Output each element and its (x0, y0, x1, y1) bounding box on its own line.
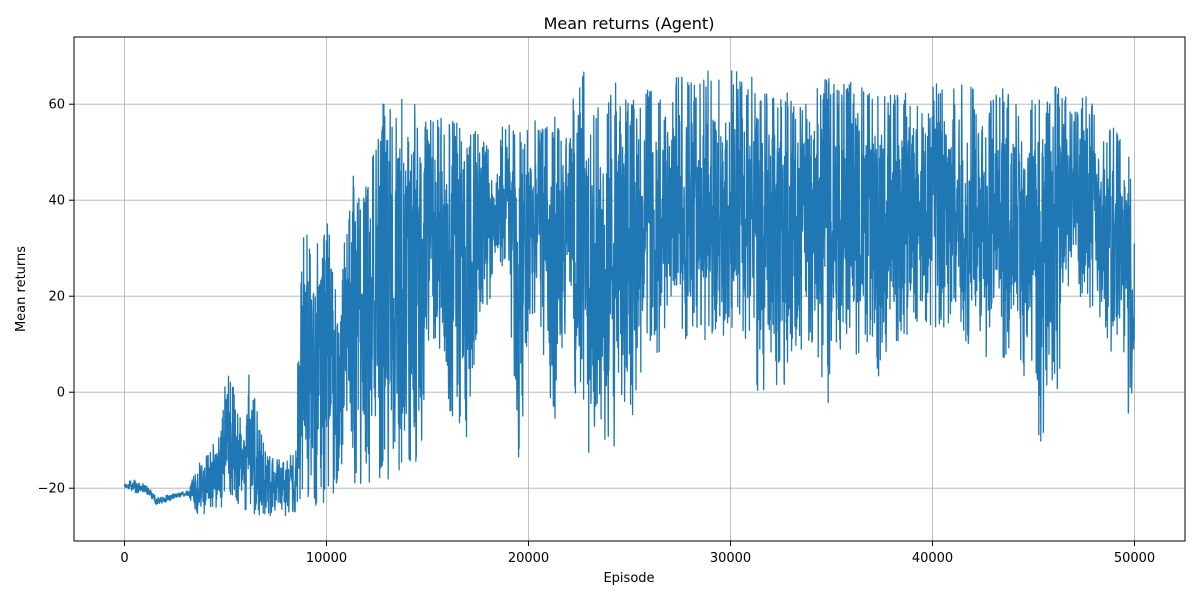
y-tick-label: 40 (48, 194, 65, 209)
y-tick-label: −20 (38, 482, 65, 497)
x-tick-label: 40000 (912, 551, 953, 566)
series-line (123, 70, 1135, 517)
y-axis-label: Mean returns (14, 246, 29, 332)
x-tick-label: 30000 (710, 551, 751, 566)
x-tick-label: 10000 (306, 551, 347, 566)
x-tick-label: 0 (120, 551, 128, 566)
chart-title: Mean returns (Agent) (544, 14, 715, 33)
x-tick-label: 20000 (508, 551, 549, 566)
plot-frame (73, 36, 1186, 542)
x-tick-label: 50000 (1114, 551, 1155, 566)
series-layer (123, 70, 1135, 517)
y-tick-label: 60 (48, 98, 65, 113)
axes (73, 36, 1186, 542)
y-tick-label: 0 (57, 386, 65, 401)
y-tick-label: 20 (48, 290, 65, 305)
x-axis-label: Episode (603, 571, 654, 586)
ticks: 0 10000 20000 30000 40000 50000 −20 0 20 40 60 (38, 98, 1156, 566)
